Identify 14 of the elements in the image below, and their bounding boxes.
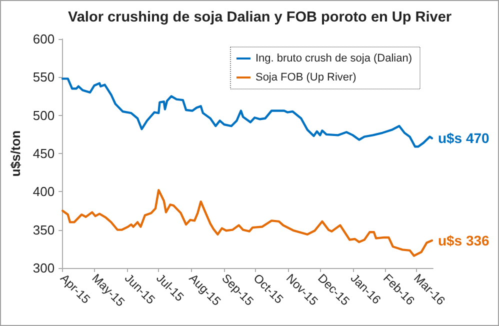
y-tick-label: 300 bbox=[32, 260, 55, 276]
y-tick-label: 550 bbox=[32, 70, 55, 85]
legend-label: Soja FOB (Up River) bbox=[255, 72, 356, 84]
y-axis-title: u$s/ton bbox=[8, 130, 23, 177]
chart-title: Valor crushing de soja Dalian y FOB poroto en Up River bbox=[68, 10, 452, 26]
legend-label: Ing. bruto crush de soja (Dalian) bbox=[255, 52, 412, 64]
y-tick-label: 450 bbox=[32, 146, 55, 161]
y-tick-label: 350 bbox=[32, 222, 55, 238]
y-tick-label: 400 bbox=[32, 184, 55, 200]
y-tick-label: 600 bbox=[32, 32, 55, 46]
annotation: u$s 336 bbox=[438, 232, 490, 249]
line-series bbox=[61, 189, 434, 257]
annotation: u$s 470 bbox=[438, 130, 490, 146]
y-tick-label: 500 bbox=[32, 108, 55, 123]
